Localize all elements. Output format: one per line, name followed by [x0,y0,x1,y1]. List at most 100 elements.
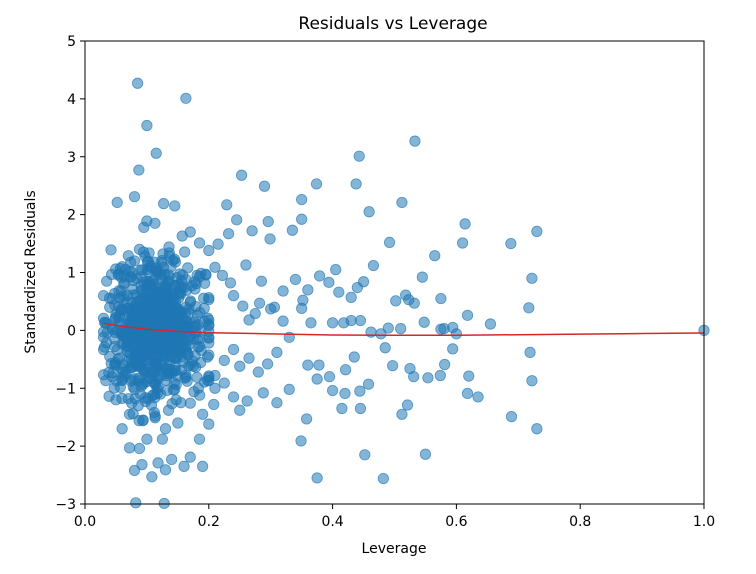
scatter-point [165,318,177,330]
x-axis-ticks: 0.0 0.2 0.4 0.6 0.8 1.0 [74,504,715,530]
scatter-point [202,312,214,324]
scatter-point [367,259,380,272]
scatter-point [143,372,155,384]
scatter-point [271,397,283,409]
scatter-point [456,237,469,249]
scatter-point [234,404,246,416]
scatter-point [105,244,117,256]
scatter-point [203,293,215,306]
scatter-point [351,281,363,294]
scatter-point [236,169,248,181]
scatter-point [159,423,172,435]
scatter-point [133,442,146,455]
scatter-point [156,433,168,445]
scatter-point [224,277,237,289]
scatter-point [127,316,139,328]
scatter-point [99,316,111,328]
scatter-point [140,304,153,316]
scatter-point [184,397,196,409]
scatter-point [348,351,360,363]
scatter-point [168,377,180,389]
scatter-point [326,384,339,397]
scatter-point [218,377,230,389]
scatter-point [439,358,451,371]
scatter-point [526,375,538,387]
scatter-point [362,378,375,390]
scatter-point [150,283,163,295]
scatter-point [231,214,243,226]
scatter-point [172,417,184,429]
scatter-point [130,351,142,363]
scatter-point [150,301,162,313]
scatter-point [158,293,170,305]
scatter-point [133,164,145,176]
scatter-point [302,359,314,371]
y-tick-label: 4 [67,92,76,108]
scatter-point [422,372,434,384]
scatter-point [377,472,389,485]
scatter-point [253,297,266,309]
scatter-point [151,360,163,373]
scatter-point [126,397,138,409]
scatter-point [173,292,185,304]
scatter-point [167,254,179,266]
scatter-point [150,147,162,159]
scatter-point [463,370,475,382]
scatter-point [123,302,135,315]
scatter-point [113,311,125,324]
scatter-point [396,408,408,420]
scatter-point [148,256,160,268]
x-tick-label: 0.8 [569,514,591,530]
scatter-point [103,390,115,402]
scatter-point [531,225,543,238]
scatter-point [408,371,420,383]
scatter-point [311,373,323,385]
scatter-point [116,392,128,404]
scatter-point [159,336,171,348]
scatter-point [419,448,432,460]
scatter-point [193,237,206,249]
scatter-point [243,314,255,326]
scatter-point [505,411,518,423]
scatter-point [149,388,161,401]
scatter-point [354,314,367,327]
scatter-point [289,273,302,286]
scatter-point [484,318,497,330]
scatter-point [159,464,172,476]
scatter-point [216,269,229,281]
scatter-point [323,371,336,383]
scatter-point [140,395,152,408]
scatter-point [180,92,192,104]
scatter-point [311,472,323,484]
scatter-point [382,322,394,334]
scatter-point [174,328,186,340]
scatter-point [396,196,408,209]
scatter-point [116,423,128,435]
y-axis-ticks: −3 −2 −1 0 1 2 3 4 5 [55,34,85,513]
scatter-point [178,460,190,472]
scatter-point [158,497,170,510]
x-tick-label: 0.6 [445,514,467,530]
scatter-point [203,349,215,361]
scatter-point [189,276,201,288]
scatter-point [297,294,309,306]
scatter-point [150,350,162,362]
scatter-point [333,286,345,298]
scatter-point [166,453,178,466]
scatter-point [300,413,313,425]
scatter-point [163,367,175,379]
scatter-point [524,346,536,358]
scatter-point [138,221,150,233]
scatter-point [526,272,538,284]
scatter-point [243,352,255,364]
trend-line [103,322,705,337]
scatter-point [184,226,196,238]
y-tick-label: 2 [67,208,76,224]
scatter-point [118,270,130,282]
scatter-point [221,199,233,211]
trend-line-layer [103,322,705,337]
scatter-point [197,460,209,472]
scatter-point [313,359,325,371]
scatter-point [387,360,399,372]
